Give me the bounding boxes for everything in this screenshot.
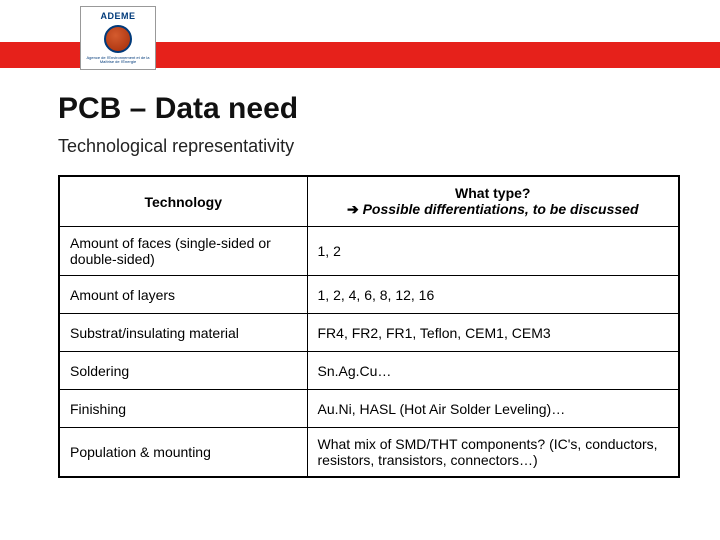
cell-tech: Finishing (59, 390, 307, 428)
cell-tech: Amount of layers (59, 276, 307, 314)
table-row: Substrat/insulating material FR4, FR2, F… (59, 314, 679, 352)
page-title: PCB – Data need (58, 92, 680, 126)
table-row: Finishing Au.Ni, HASL (Hot Air Solder Le… (59, 390, 679, 428)
cell-tech: Amount of faces (single-sided or double-… (59, 227, 307, 276)
page-subtitle: Technological representativity (58, 136, 680, 157)
table-row: Soldering Sn.Ag.Cu… (59, 352, 679, 390)
header-technology: Technology (59, 176, 307, 227)
content-area: PCB – Data need Technological representa… (58, 92, 680, 478)
slide: ADEME Agence de l'Environnement et de la… (0, 0, 720, 540)
slide-header: ADEME Agence de l'Environnement et de la… (0, 0, 720, 76)
globe-icon (104, 25, 132, 53)
logo-box: ADEME Agence de l'Environnement et de la… (80, 6, 156, 70)
arrow-icon: ➔ (347, 201, 359, 217)
cell-type: Sn.Ag.Cu… (307, 352, 679, 390)
cell-tech: Population & mounting (59, 428, 307, 478)
header-type: What type? ➔ Possible differentiations, … (307, 176, 679, 227)
table-row: Population & mounting What mix of SMD/TH… (59, 428, 679, 478)
cell-type: Au.Ni, HASL (Hot Air Solder Leveling)… (307, 390, 679, 428)
logo-tagline: Agence de l'Environnement et de la Maîtr… (81, 56, 155, 65)
table-row: Amount of layers 1, 2, 4, 6, 8, 12, 16 (59, 276, 679, 314)
data-table: Technology What type? ➔ Possible differe… (58, 175, 680, 478)
cell-tech: Substrat/insulating material (59, 314, 307, 352)
cell-type: 1, 2, 4, 6, 8, 12, 16 (307, 276, 679, 314)
cell-tech: Soldering (59, 352, 307, 390)
cell-type: 1, 2 (307, 227, 679, 276)
cell-type: FR4, FR2, FR1, Teflon, CEM1, CEM3 (307, 314, 679, 352)
header-type-line1: What type? (455, 185, 530, 201)
logo-title: ADEME (100, 11, 135, 21)
header-type-line2: Possible differentiations, to be discuss… (363, 201, 639, 217)
table-row: Amount of faces (single-sided or double-… (59, 227, 679, 276)
table-header-row: Technology What type? ➔ Possible differe… (59, 176, 679, 227)
cell-type: What mix of SMD/THT components? (IC's, c… (307, 428, 679, 478)
